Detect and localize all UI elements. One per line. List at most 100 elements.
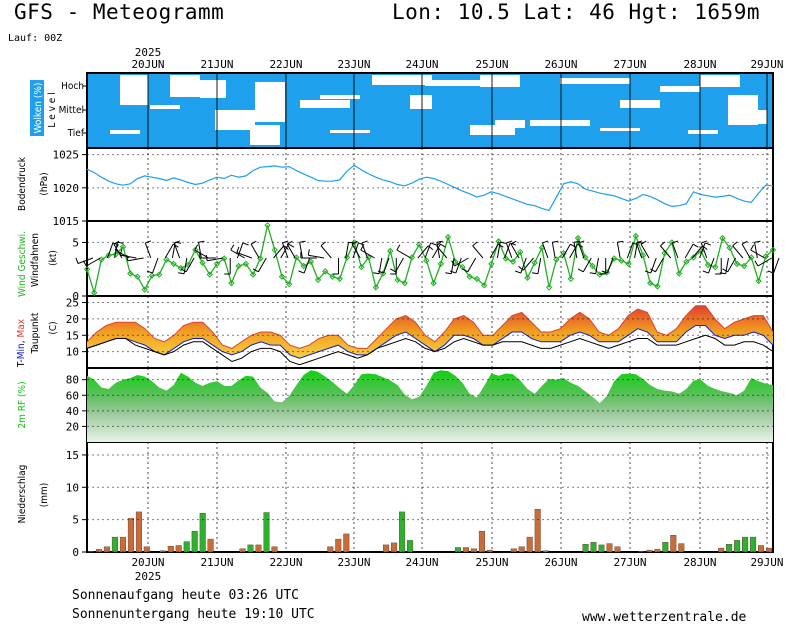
- precip-bar: [207, 538, 214, 553]
- wind-marker: [488, 260, 495, 268]
- wind-barb: [551, 242, 556, 259]
- wind-barb: [606, 257, 614, 274]
- pressure-line: [86, 164, 774, 212]
- wind-marker: [459, 263, 466, 271]
- pressure-unit: (hPa): [39, 172, 50, 195]
- precip-bar: [127, 518, 134, 553]
- wind-barb: [236, 242, 244, 259]
- precip-bar: [119, 536, 126, 553]
- wind-marker: [249, 271, 257, 278]
- wind-barb: [396, 249, 411, 259]
- day-label-bottom: 23JUN: [337, 556, 370, 569]
- cloud-patch: [480, 75, 520, 87]
- day-label-bottom: 26JUN: [544, 556, 577, 569]
- wind-marker: [372, 284, 380, 291]
- wind-marker: [473, 275, 481, 283]
- wind-barb: [185, 257, 195, 273]
- wind-marker: [654, 283, 661, 290]
- wind-barb-feather: [732, 241, 738, 247]
- wind-marker: [574, 234, 582, 242]
- cloud-panel: [87, 73, 773, 148]
- precip-bar: [255, 544, 262, 553]
- wind-marker: [242, 260, 250, 268]
- wind-barb-feather: [436, 241, 442, 247]
- wind-barb: [472, 245, 484, 259]
- cloud-patch: [330, 130, 370, 133]
- precip-bar: [167, 546, 174, 553]
- precip-bar: [726, 544, 733, 553]
- wind-marker: [350, 239, 358, 246]
- cloud-patch: [425, 80, 485, 86]
- cloud-patch: [300, 100, 350, 108]
- wind-barb: [754, 242, 758, 259]
- wind-marker: [726, 244, 733, 251]
- wind-barb: [626, 242, 634, 259]
- wind-barb-feather: [644, 270, 651, 274]
- day-label-top: 20JUN: [131, 58, 164, 71]
- day-label-top: 29JUN: [750, 58, 783, 71]
- wind-marker: [206, 271, 213, 278]
- wind-barb: [489, 243, 499, 259]
- wind-barb: [345, 242, 350, 259]
- wind-marker: [423, 257, 430, 264]
- cloud-patch: [110, 130, 140, 134]
- rh-area: [87, 370, 773, 442]
- precip-bar: [111, 536, 118, 553]
- day-label-top: 24JUN: [405, 58, 438, 71]
- wind-marker: [358, 263, 365, 271]
- cloud-patch: [320, 95, 360, 99]
- y-tick-label: 0: [72, 546, 79, 559]
- temperature-band: [87, 305, 773, 359]
- wind-marker: [220, 255, 228, 262]
- precip-bar: [335, 538, 342, 553]
- day-label-top: 22JUN: [269, 58, 302, 71]
- wind-barb: [578, 242, 585, 259]
- panel-frame-wind: [86, 220, 774, 297]
- wind-speed-line: [86, 225, 774, 296]
- cloud-patch: [560, 78, 630, 84]
- wind-barb: [303, 257, 311, 274]
- y-tick-label: 25: [66, 297, 79, 310]
- y-tick-label: 5: [72, 236, 79, 249]
- wind-marker: [495, 238, 502, 245]
- precip-bar: [247, 544, 254, 553]
- wind-marker: [531, 259, 538, 266]
- wind-barb-feather: [174, 240, 180, 244]
- precip-bar: [606, 543, 613, 553]
- wind-marker: [322, 268, 329, 275]
- wind-marker: [683, 258, 690, 265]
- wind-barb: [541, 242, 549, 259]
- run-label: Lauf: 00Z: [8, 33, 63, 44]
- wind-marker: [755, 277, 762, 285]
- wind-marker: [509, 258, 517, 265]
- wind-barb-feather: [472, 241, 478, 247]
- day-label-top: 21JUN: [200, 58, 233, 71]
- wind-marker: [91, 289, 98, 296]
- cloud-level-label: Mittel: [59, 105, 84, 116]
- wind-barb: [467, 257, 477, 273]
- wind-marker: [639, 252, 647, 259]
- cloud-ylabel2: L e v e l: [47, 92, 58, 127]
- wind-barb-feather: [286, 240, 293, 245]
- wind-marker: [589, 262, 596, 270]
- wind-marker: [213, 260, 221, 268]
- wind-barb-feather: [573, 240, 581, 243]
- wind-barb-feather: [126, 254, 129, 261]
- wind-barb: [257, 257, 267, 273]
- wind-unit: (kt): [48, 250, 59, 266]
- wind-barb-feather: [531, 272, 539, 275]
- wind-barb-feather: [451, 260, 456, 267]
- wind-barb-feather: [146, 270, 153, 274]
- y-tick-label: 15: [66, 329, 79, 342]
- wind-barb: [431, 243, 441, 259]
- precip-bar: [758, 545, 765, 553]
- day-label-top: 25JUN: [475, 58, 508, 71]
- wind-barb: [561, 243, 571, 259]
- wind-ylabel2: Windfahnen: [30, 233, 41, 287]
- wind-marker: [712, 263, 719, 271]
- temperature-unit: (C): [48, 321, 59, 334]
- wind-barb: [504, 242, 511, 259]
- y-tick-label: 10: [66, 481, 79, 494]
- wind-barb: [640, 243, 650, 259]
- wind-barb-feather: [440, 243, 446, 248]
